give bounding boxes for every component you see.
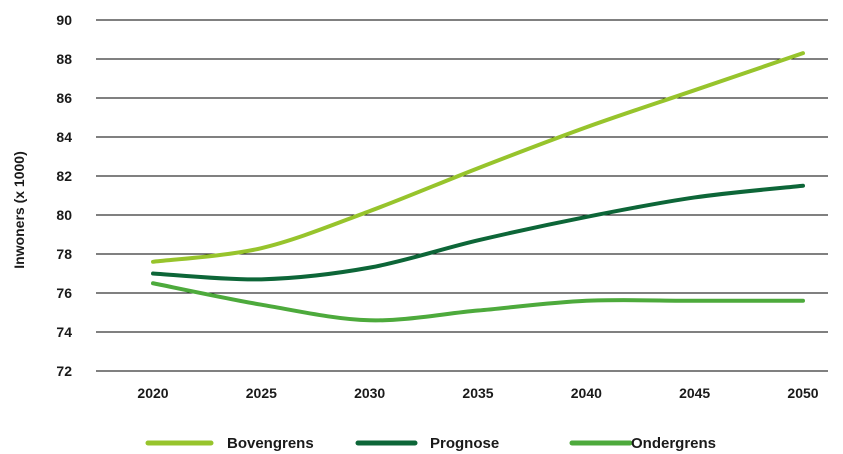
x-tick-label: 2035 <box>462 385 493 401</box>
y-tick-label: 78 <box>56 246 72 262</box>
x-tick-label: 2050 <box>787 385 818 401</box>
x-tick-label: 2040 <box>571 385 602 401</box>
x-tick-label: 2020 <box>137 385 168 401</box>
y-tick-label: 74 <box>56 324 72 340</box>
series-line-ondergrens <box>151 281 805 323</box>
y-axis-label: Inwoners (x 1000) <box>11 151 27 269</box>
y-tick-label: 90 <box>56 12 72 28</box>
x-tick-label: 2030 <box>354 385 385 401</box>
y-tick-label: 84 <box>56 129 72 145</box>
y-tick-label: 76 <box>56 285 72 301</box>
series-line-bovengrens <box>151 51 805 264</box>
y-tick-label: 82 <box>56 168 72 184</box>
legend: Bovengrens Prognose Ondergrens <box>145 435 716 452</box>
legend-label-bovengrens: Bovengrens <box>227 435 314 452</box>
y-tick-label: 86 <box>56 90 72 106</box>
series-lines <box>151 51 805 323</box>
legend-label-ondergrens: Ondergrens <box>631 435 716 452</box>
y-tick-label: 88 <box>56 51 72 67</box>
series-line-prognose <box>151 183 805 282</box>
y-tick-label: 72 <box>56 363 72 379</box>
legend-label-prognose: Prognose <box>430 435 499 452</box>
y-tick-label: 80 <box>56 207 72 223</box>
x-tick-label: 2025 <box>246 385 277 401</box>
x-axis-ticks: 2020 2025 2030 2035 2040 2045 2050 <box>137 385 818 401</box>
x-tick-label: 2045 <box>679 385 710 401</box>
y-axis-ticks: 72 74 76 78 80 82 84 86 88 90 <box>56 12 72 379</box>
